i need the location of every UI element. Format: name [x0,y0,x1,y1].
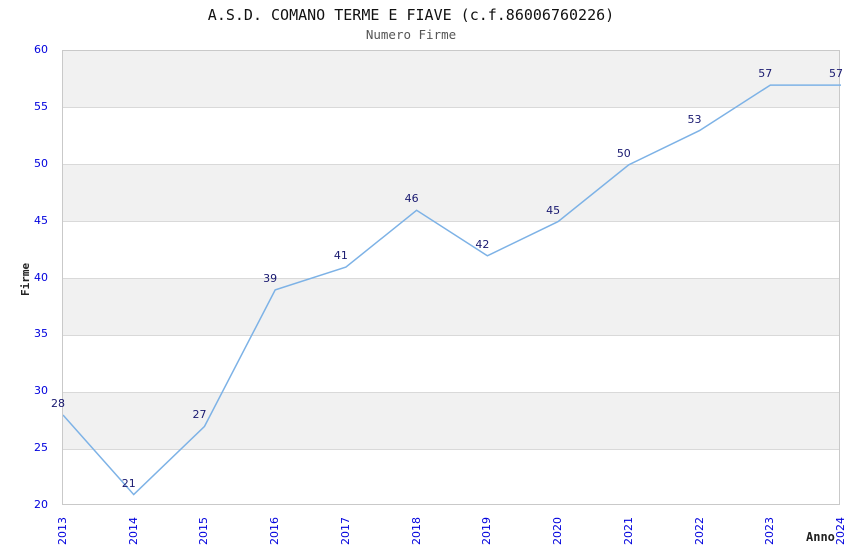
data-point-label: 57 [829,67,843,81]
plot-band [63,392,839,450]
data-point-label: 53 [687,112,702,126]
y-tick-label: 60 [34,43,48,56]
x-tick-label: 2022 [692,517,706,545]
data-point-label: 41 [333,249,348,263]
y-tick-label: 30 [34,384,48,398]
x-tick-label: 2021 [621,517,635,545]
data-point-label: 42 [475,237,490,251]
grid-line [63,107,839,109]
chart-title: A.S.D. COMANO TERME E FIAVE (c.f.8600676… [207,6,615,24]
x-tick-label: 2018 [409,517,423,545]
plot-band [63,51,839,108]
data-point-label: 39 [263,271,278,285]
line-series-svg [63,84,841,496]
data-point-label: 28 [51,397,65,410]
y-tick-label: 35 [34,327,48,341]
y-tick-label: 20 [34,498,48,511]
plot-band [63,164,839,222]
y-tick-label: 55 [34,99,48,113]
grid-line [63,448,839,450]
x-tick-label: 2024 [834,517,847,545]
grid-line [63,391,839,393]
grid-line [63,334,839,336]
x-tick-label: 2017 [338,517,352,545]
plot-band [63,278,839,336]
y-tick-label: 40 [34,270,48,284]
data-point-label: 45 [546,203,561,217]
x-tick-label: 2019 [480,517,494,545]
data-point-label: 57 [758,67,773,81]
grid-line [63,164,839,166]
x-tick-label: 2020 [551,517,565,545]
x-tick-label: 2015 [197,517,211,545]
data-point-label: 50 [616,146,631,160]
data-point-label: 46 [404,192,419,206]
x-tick-label: 2023 [763,517,777,545]
grid-line [63,221,839,223]
x-tick-label: 2016 [268,517,282,545]
x-axis-title: Anno [806,530,835,544]
data-point-label: 21 [121,476,136,490]
data-point-label: 27 [192,408,207,422]
line-path [63,84,841,496]
y-tick-label: 50 [34,156,48,170]
y-tick-label: 45 [34,213,48,227]
chart-subtitle: Numero Firme [365,27,457,42]
x-tick-label: 2013 [56,517,69,545]
y-axis-title: Firme [19,262,32,296]
y-tick-label: 25 [34,441,48,455]
grid-line [63,278,839,279]
plot-area [62,50,841,505]
x-tick-label: 2014 [126,517,140,545]
